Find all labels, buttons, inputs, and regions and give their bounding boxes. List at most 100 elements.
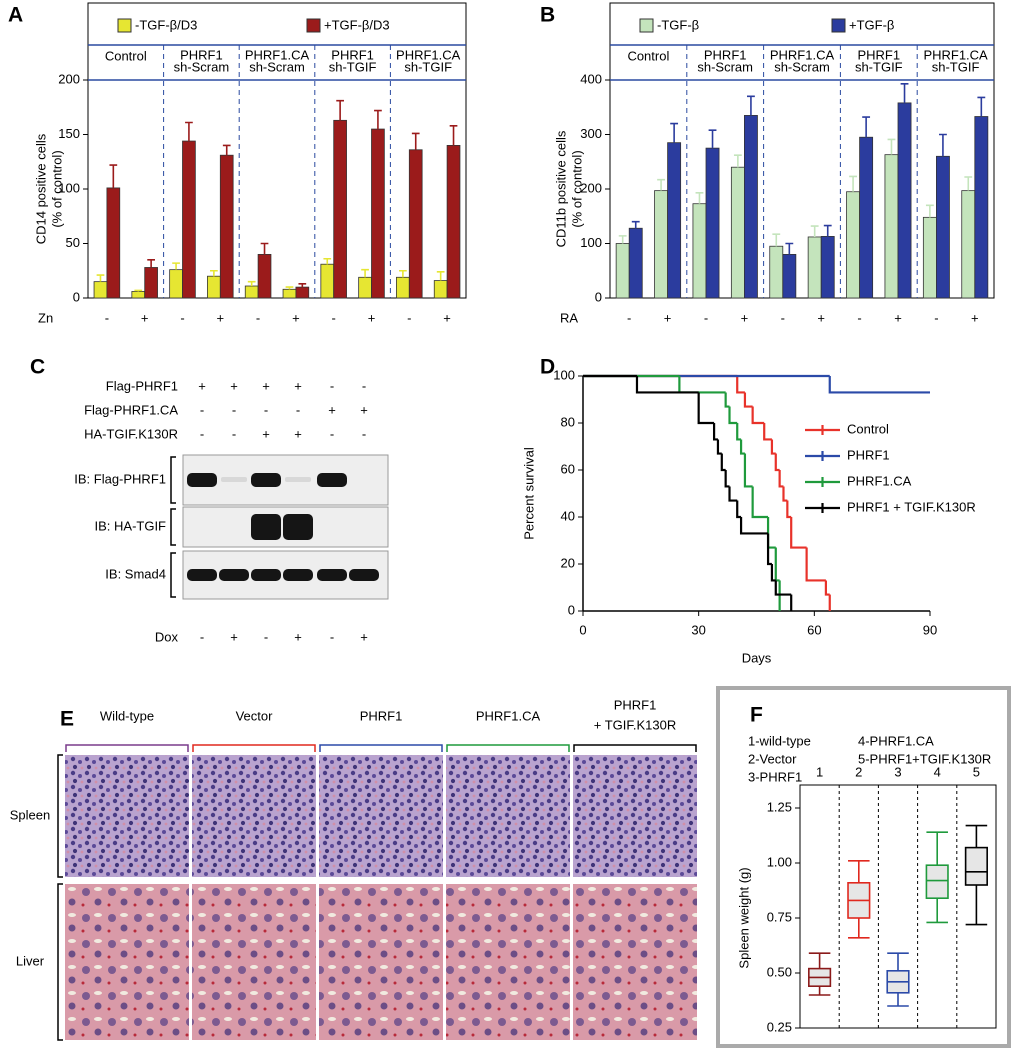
blot-bracket [170,508,176,546]
error-bar [298,283,307,288]
row-bracket [57,883,63,1041]
x-tick-label: + [141,310,149,325]
error-bar [695,192,704,204]
column-bracket [573,744,697,752]
survival-step [824,580,830,596]
whisker-low [965,885,988,926]
survival-step [778,470,784,488]
bar [408,149,423,299]
group-label: sh-Scram [774,59,830,74]
bar [131,291,146,299]
legend-label: +TGF-β/D3 [324,17,390,32]
y-tick-label: 1.25 [767,799,792,814]
bar [446,144,461,299]
treatment-sign: - [200,629,204,644]
survival-step [697,392,715,425]
survival-step [743,453,753,488]
bar [782,253,797,299]
survival-step [720,453,726,472]
survival-step [743,392,753,408]
group-label: PHRF1 [180,47,223,62]
whisker-high [887,952,909,971]
group-label: sh-TGIF [329,59,377,74]
error-bar [785,242,794,255]
whisker-high [808,952,831,969]
condition-sign: + [262,426,270,441]
y-tick-label: 100 [58,180,80,195]
y-tick-label: 300 [580,126,602,141]
blot-band [187,569,217,581]
whisker-low [926,898,948,924]
y-axis-label: CD11b positive cells [553,130,568,247]
y-axis-label: (% of control) [49,150,64,227]
bar [169,269,183,299]
bar [654,190,669,299]
legend-label: -TGF-β [657,17,699,32]
error-bar [849,175,857,192]
y-tick-label: 200 [580,180,602,195]
bar [257,253,272,299]
blot-band [221,477,247,482]
condition-sign: - [362,426,366,441]
bar [282,288,297,299]
error-bar [436,271,445,281]
error-bar [708,129,717,149]
condition-sign: - [264,402,268,417]
survival-step [774,453,780,472]
x-axis-label: Days [742,650,772,665]
bar [769,245,784,299]
error-bar [449,124,458,146]
survival-step [763,423,772,441]
error-bar [222,144,231,156]
error-bar [399,269,407,278]
condition-sign: + [198,378,206,393]
bar [846,191,861,299]
liver-image [192,884,316,1040]
error-bar [96,274,105,282]
survival-step [739,439,745,455]
group-label: sh-TGIF [855,59,903,74]
legend-label: 5-PHRF1+TGIF.K130R [858,751,991,766]
category-label: 5 [973,764,980,779]
survival-step [728,406,738,425]
bar [320,263,335,299]
survival-step [805,547,826,582]
bar [730,166,745,299]
survival-step [774,547,780,582]
bar [93,281,108,299]
error-bar [939,133,947,157]
column-label: PHRF1.CA [476,708,541,723]
x-axis-label: RA [560,310,578,325]
survival-step [724,392,730,408]
error-bar [172,262,180,270]
survival-step [751,406,765,425]
legend-label: PHRF1 + TGIF.K130R [847,499,976,514]
x-tick-label: + [971,310,979,325]
group-label: PHRF1.CA [770,47,835,62]
bar [961,190,976,299]
blot-bracket [170,456,176,504]
bar [219,154,234,299]
condition-sign: - [330,426,334,441]
x-tick-label: - [332,310,336,325]
error-bar [134,289,143,292]
probe-label: IB: Flag-PHRF1 [74,471,166,486]
column-label: PHRF1 [614,697,657,712]
survival-step [766,517,776,549]
survival-step [712,423,718,441]
legend-swatch [831,18,846,33]
legend-label: 3-PHRF1 [748,769,802,784]
bar [207,275,221,299]
error-bar [900,83,909,103]
error-bar [618,235,627,244]
blot-band [349,569,379,581]
y-tick-label: 0.75 [767,909,792,924]
spleen-image [446,755,570,877]
bar [144,267,158,299]
y-tick-label: 40 [561,508,575,523]
x-tick-label: 90 [923,622,937,637]
liver-image [65,884,189,1040]
y-tick-label: 60 [561,461,575,476]
y-tick-label: 80 [561,414,575,429]
error-bar [810,225,819,237]
